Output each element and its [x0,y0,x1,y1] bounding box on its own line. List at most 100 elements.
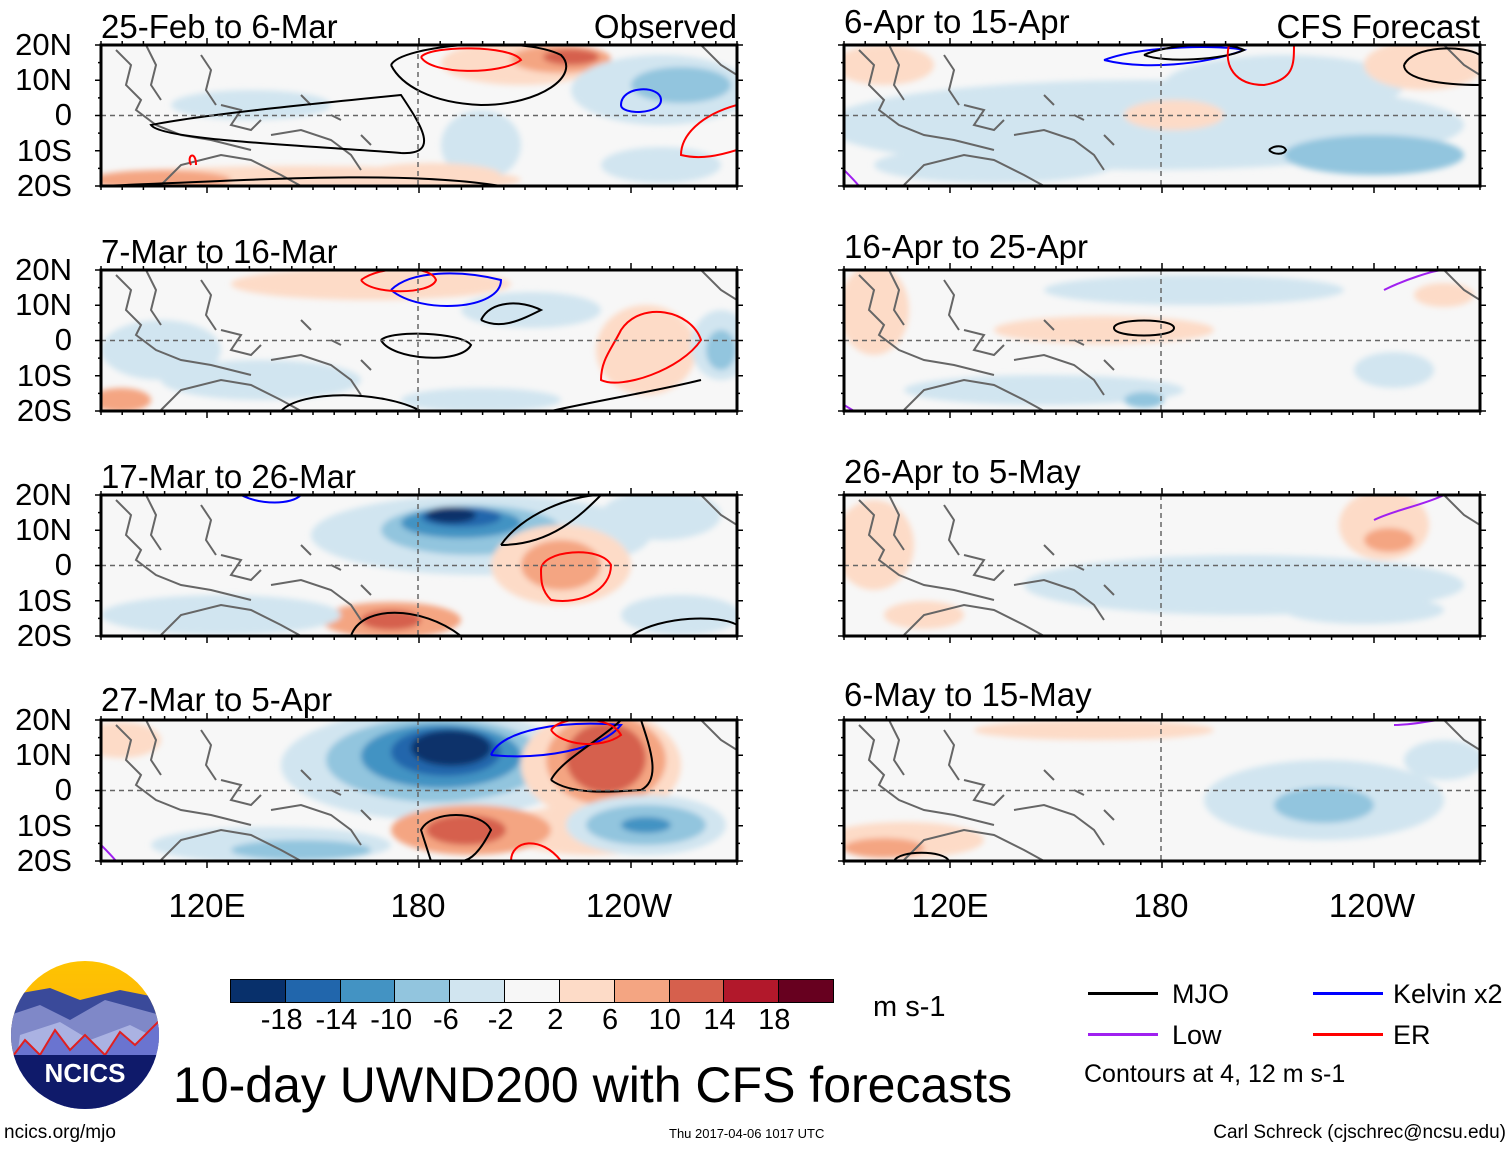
coastline [858,270,1480,411]
lat-label: 20N [15,27,72,62]
colorbar-label: -10 [370,1004,413,1036]
coastline [115,45,737,186]
wind-anomaly-shading [994,316,1214,344]
wind-anomaly-shading [631,67,731,103]
wave-contour [620,88,663,113]
lat-label: 10N [15,287,72,323]
wave-contour [630,617,737,636]
panel-frame [99,493,739,638]
legend-label-kelvin: Kelvin x2 [1393,979,1503,1009]
lat-label: 10S [16,132,72,168]
wave-contour [390,272,503,307]
wind-anomaly-shading [1364,528,1414,552]
wave-contour [510,842,562,861]
wind-anomaly-shading [1274,787,1374,823]
colorbar-swatch [340,980,396,1002]
colorbar-label: -18 [260,1004,303,1036]
footer-author: Carl Schreck (cjschrec@ncsu.edu) [1213,1122,1506,1143]
lat-label: 20S [16,392,72,428]
logo-text: NCICS [45,1058,126,1088]
wind-anomaly-shading [101,320,221,380]
colorbar-swatch [724,980,780,1002]
footer-url[interactable]: ncics.org/mjo [4,1122,116,1143]
wave-contour [149,93,425,155]
wind-anomaly-shading [621,817,671,833]
panel-frame [842,43,1482,188]
wind-anomaly-shading [1124,392,1164,408]
legend-label-mjo: MJO [1172,979,1229,1009]
coastline [858,45,1480,186]
lon-label: 120E [911,887,989,924]
wind-anomaly-shading [361,163,501,186]
wind-anomaly-shading [401,388,561,411]
wind-anomaly-shading [1404,740,1480,780]
lat-label: 20S [16,617,72,653]
lon-label: 180 [1133,887,1189,924]
colorbar-swatch [559,980,615,1002]
panel-title: 26-Apr to 5-May [844,453,1081,490]
panel-frame [842,718,1482,863]
lon-label: 180 [390,887,446,924]
legend-label-er: ER [1393,1020,1431,1050]
lat-label: 0 [54,547,72,583]
panel-tag: CFS Forecast [1276,8,1480,45]
panel-title: 6-May to 15-May [844,676,1092,713]
colorbar-label: 10 [648,1004,681,1036]
lat-label: 10N [15,737,72,773]
legend-line-mjo [1088,992,1158,995]
panel-title: 7-Mar to 16-Mar [101,233,338,270]
colorbar-label: 14 [703,1004,736,1036]
colorbar-units: m s-1 [873,991,946,1023]
colorbar-swatch [669,980,725,1002]
wind-anomaly-shading [596,305,696,395]
colorbar [230,979,834,1003]
lon-label: 120W [585,887,673,924]
lon-label: 120W [1328,887,1416,924]
footer-timestamp: Thu 2017-04-06 1017 UTC [669,1126,825,1141]
coastline [858,495,1480,636]
wave-contour [188,154,197,166]
wave-contour [240,495,302,504]
lat-label: 10S [16,357,72,393]
wind-anomaly-shading [601,147,721,183]
contour-note: Contours at 4, 12 m s-1 [1084,1060,1346,1088]
legend-line-kelvin [1313,992,1383,995]
colorbar-swatch [779,980,833,1002]
panel-frame [842,268,1482,413]
wave-contour [101,176,502,186]
wind-anomaly-shading [1354,352,1434,388]
colorbar-label: 2 [547,1004,564,1036]
lat-label: 10S [16,807,72,843]
lat-label: 20N [15,252,72,287]
wind-anomaly-shading [101,595,341,635]
wind-anomaly-shading [844,838,924,858]
wave-contour [893,851,950,861]
ncics-logo: NCICS [11,961,159,1109]
colorbar-label: 6 [602,1004,619,1036]
wind-anomaly-shading [874,147,1114,183]
lat-label: 10N [15,512,72,548]
wave-contour [480,302,544,326]
panel-frame [99,268,739,413]
colorbar-swatch [450,980,506,1002]
map-panel [95,38,743,193]
coastline [115,720,737,861]
legend-label-low: Low [1172,1020,1222,1050]
wave-contour [490,722,623,758]
wind-anomaly-shading [1164,55,1404,115]
panel-title: 27-Mar to 5-Apr [101,681,333,718]
wave-contour [1112,319,1176,337]
wind-anomaly-shading [1044,275,1344,305]
wave-contour [1143,45,1247,61]
legend-line-er [1313,1033,1383,1036]
lat-label: 10N [15,62,72,98]
lat-label: 20S [16,842,72,878]
wave-contour [350,611,462,636]
map-panel [95,488,743,643]
wind-anomaly-shading [161,360,361,400]
wind-anomaly-shading [231,840,371,860]
colorbar-swatch [614,980,670,1002]
wind-anomaly-shading [974,720,1214,740]
wind-anomaly-shading [566,723,646,793]
